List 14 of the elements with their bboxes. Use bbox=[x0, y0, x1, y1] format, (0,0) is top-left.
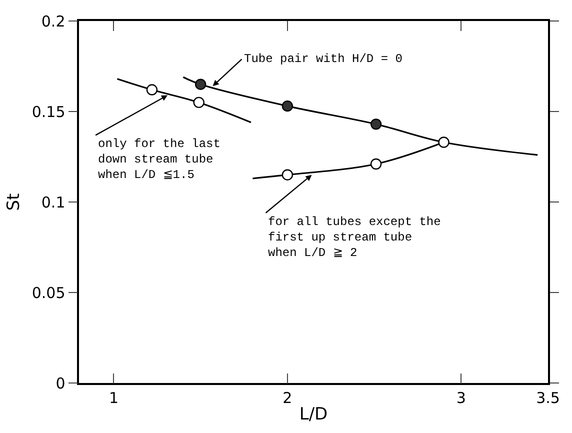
y-tick-label: 0.15 bbox=[32, 102, 66, 121]
annotation: Tube pair with H/D = 0 bbox=[244, 52, 402, 66]
y-tick-label: 0.05 bbox=[32, 284, 66, 302]
annotation: for all tubes except the first up stream tube when L/D ≧ 2 bbox=[268, 215, 441, 260]
x-tick-label: 2 bbox=[282, 388, 292, 407]
x-tick-label: 3.5 bbox=[536, 388, 560, 407]
y-axis-title: St bbox=[4, 192, 24, 211]
y-tick-label: 0.1 bbox=[41, 193, 66, 212]
y-tick-label: 0 bbox=[56, 374, 66, 392]
x-tick-label: 3 bbox=[456, 388, 466, 407]
annotation: only for the last down stream tube when L/D ≦1.5 bbox=[98, 137, 220, 182]
y-tick-label: 0.2 bbox=[41, 12, 66, 30]
x-tick-label: 1 bbox=[108, 388, 119, 407]
x-axis-title: L/D bbox=[299, 404, 328, 425]
